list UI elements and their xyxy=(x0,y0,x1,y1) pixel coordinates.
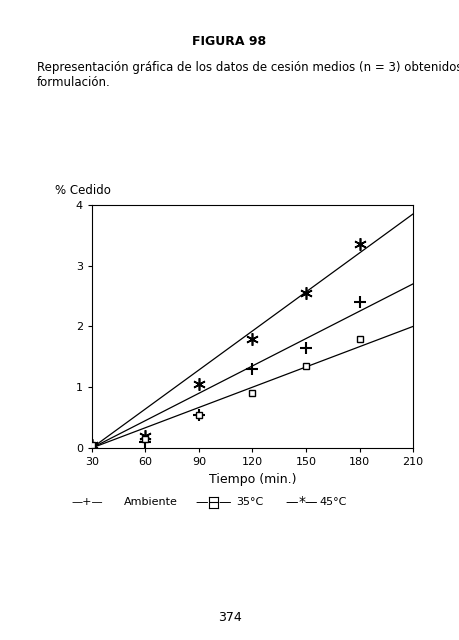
Text: 45°C: 45°C xyxy=(320,497,347,508)
Text: Ambiente: Ambiente xyxy=(124,497,178,508)
Text: *: * xyxy=(298,495,305,509)
Text: FIGURA 98: FIGURA 98 xyxy=(192,35,267,48)
Text: Representación gráfica de los datos de cesión medios (n = 3) obtenidos en la: Representación gráfica de los datos de c… xyxy=(37,61,459,74)
Text: —: — xyxy=(196,496,208,509)
Text: —: — xyxy=(285,496,298,509)
Text: —+—: —+— xyxy=(72,497,103,508)
Text: —: — xyxy=(304,496,317,509)
Text: 35°C: 35°C xyxy=(236,497,263,508)
Text: formulación.: formulación. xyxy=(37,76,111,88)
X-axis label: Tiempo (min.): Tiempo (min.) xyxy=(209,472,296,486)
Text: % Cedido: % Cedido xyxy=(55,184,111,197)
Text: —: — xyxy=(218,496,231,509)
Text: 374: 374 xyxy=(218,611,241,624)
